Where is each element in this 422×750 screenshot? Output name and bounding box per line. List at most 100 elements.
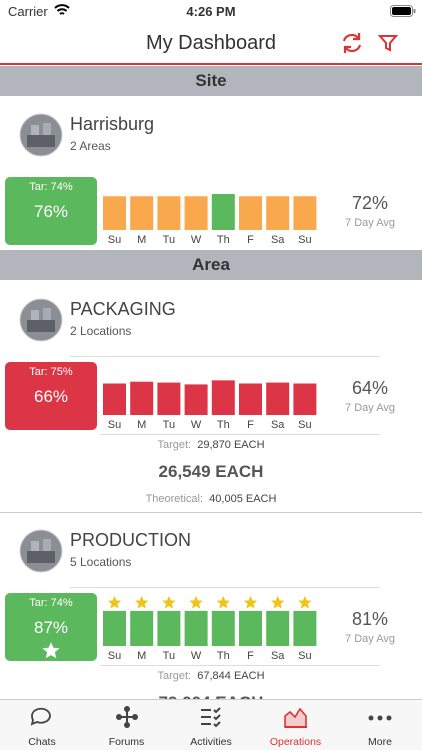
- tile-value: 76%: [33, 202, 69, 221]
- day-label: M: [137, 650, 146, 659]
- tile-target: Tar: 74%: [29, 597, 73, 609]
- page-title: My Dashboard: [145, 32, 277, 54]
- star-icon: [298, 595, 312, 609]
- theoretical-value: 40,005 EACH: [209, 493, 277, 505]
- section-header: Area: [0, 250, 422, 280]
- star-icon: [243, 595, 258, 609]
- refresh-button[interactable]: [340, 32, 364, 54]
- target-label: Target:: [157, 670, 192, 682]
- avg-label: 7 Day Avg: [345, 217, 395, 229]
- section-header: Site: [0, 66, 422, 96]
- bar: [266, 382, 290, 415]
- day-label: Th: [217, 650, 230, 659]
- theoretical-row: Theoretical: 40,005 EACH: [0, 493, 422, 505]
- card-separator: [0, 512, 422, 513]
- day-label: Th: [217, 234, 230, 243]
- tab-button[interactable]: More: [368, 736, 392, 748]
- card-title: PRODUCTION: [70, 530, 191, 550]
- tab-icon: [30, 707, 51, 726]
- target-row: Target: 29,870 EACH: [0, 439, 422, 451]
- day-label: Th: [217, 419, 230, 428]
- divider: [70, 587, 380, 588]
- total-value: 26,549 EACH: [158, 462, 264, 481]
- wifi-icon: [54, 4, 70, 15]
- day-label: W: [191, 419, 202, 428]
- tile-star: [42, 642, 60, 659]
- bar-chart: Su M Tu W Th F Sa Su: [103, 595, 317, 659]
- header-underline: [0, 63, 422, 65]
- tab-button[interactable]: Chats: [28, 736, 56, 748]
- avg-label: 7 Day Avg: [345, 402, 395, 414]
- day-label: M: [137, 419, 146, 428]
- bar: [130, 610, 154, 646]
- avatar: [19, 529, 63, 573]
- bar: [266, 610, 290, 646]
- star-icon: [162, 595, 176, 609]
- day-label: Su: [108, 419, 121, 428]
- bar: [130, 381, 154, 415]
- bar: [157, 610, 181, 646]
- tile-target: Tar: 75%: [29, 366, 73, 378]
- bar: [239, 610, 262, 646]
- bar: [103, 383, 126, 415]
- star-icon: [216, 595, 230, 609]
- tab-button[interactable]: Activities: [190, 736, 232, 748]
- day-label: W: [191, 234, 202, 243]
- star-icon: [135, 595, 149, 609]
- day-label: Tu: [163, 650, 175, 659]
- bar: [103, 610, 126, 646]
- tab-button[interactable]: Forums: [108, 736, 145, 748]
- target-row: Target: 67,844 EACH: [0, 670, 422, 682]
- star-icon: [107, 595, 122, 609]
- day-label: Su: [108, 650, 121, 659]
- tab-icon: [115, 706, 138, 728]
- tile-target: Tar: 74%: [29, 181, 73, 193]
- bar: [157, 382, 181, 415]
- bar: [130, 196, 154, 230]
- day-label: Tu: [163, 419, 175, 428]
- tab-icon: [368, 715, 392, 721]
- bar: [211, 380, 235, 415]
- bar: [184, 196, 208, 230]
- status-tile: [5, 177, 97, 245]
- avg-value: 72%: [351, 193, 389, 213]
- bar: [184, 384, 208, 415]
- tile-value: 66%: [33, 387, 69, 406]
- day-label: F: [247, 650, 254, 659]
- card-subtitle: 2 Areas: [70, 139, 111, 153]
- bar: [293, 610, 317, 646]
- day-label: Su: [298, 419, 311, 428]
- bar: [157, 196, 181, 230]
- divider: [70, 356, 380, 357]
- bar: [211, 610, 235, 646]
- target-value: 29,870 EACH: [197, 439, 265, 451]
- day-label: Sa: [271, 234, 285, 243]
- card-title: Harrisburg: [70, 114, 155, 134]
- avg-label: 7 Day Avg: [345, 633, 395, 645]
- status-tile: [5, 362, 97, 430]
- clock: 4:26 PM: [186, 4, 236, 19]
- bar: [293, 196, 317, 230]
- divider: [100, 665, 380, 666]
- avg-value: 81%: [351, 609, 389, 629]
- day-label: Sa: [271, 419, 285, 428]
- avatar: [19, 113, 63, 157]
- bar: [293, 383, 317, 415]
- tab-button[interactable]: Operations: [269, 736, 322, 748]
- target-label: Target:: [157, 439, 192, 451]
- divider: [100, 434, 380, 435]
- day-label: M: [137, 234, 146, 243]
- day-label: W: [191, 650, 202, 659]
- bar-chart: Su M Tu W Th F Sa Su: [103, 194, 317, 243]
- bar: [239, 383, 262, 415]
- day-label: Tu: [163, 234, 175, 243]
- bar: [239, 196, 262, 230]
- card-title: PACKAGING: [70, 299, 176, 319]
- day-label: F: [247, 419, 254, 428]
- carrier: Carrier: [8, 4, 48, 19]
- filter-button[interactable]: [378, 33, 398, 53]
- target-value: 67,844 EACH: [197, 670, 265, 682]
- tile-value: 87%: [33, 618, 69, 637]
- tab-icon: [201, 707, 221, 728]
